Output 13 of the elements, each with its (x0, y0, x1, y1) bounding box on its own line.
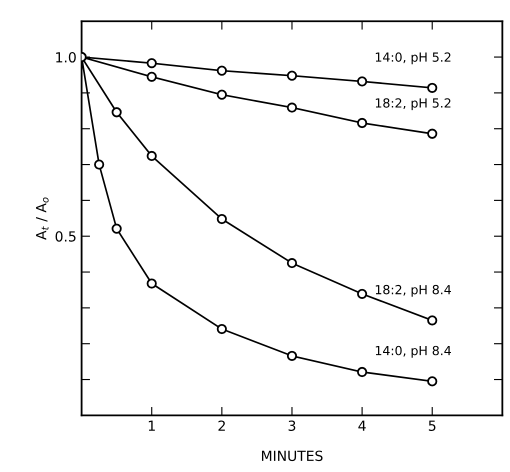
series-label: 14:0, pH 5.2 (376, 52, 450, 64)
x-tick-label: 2 (218, 420, 225, 431)
series-label: 14:0, pH 8.4 (376, 346, 451, 358)
series-label: 18:2, pH 8.4 (376, 284, 451, 297)
y-tick-label: 1.0 (56, 52, 76, 63)
x-tick-label: 4 (358, 420, 366, 431)
x-tick-label: 3 (288, 420, 296, 431)
x-axis-title: MINUTES (262, 450, 323, 462)
y-axis-title: A$_{t}$ / A$_{o}$ (36, 197, 49, 240)
series-label: 18:2, pH 5.2 (376, 98, 450, 110)
y-tick-label: 0.5 (56, 231, 76, 242)
x-tick-label: 1 (148, 420, 155, 431)
x-tick-label: 5 (428, 420, 436, 431)
